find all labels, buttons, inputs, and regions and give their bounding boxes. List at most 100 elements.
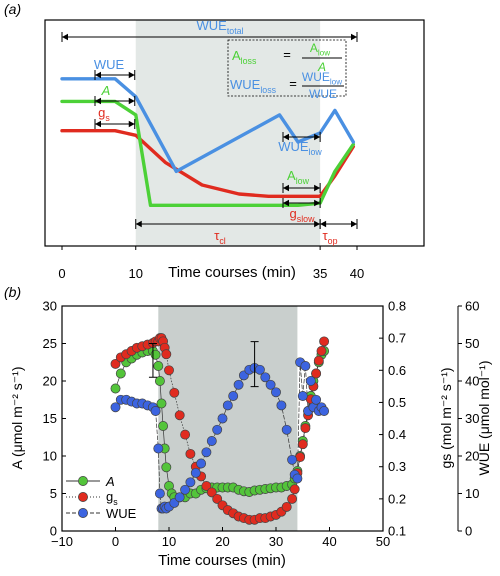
data-point-wue (276, 400, 287, 411)
annotation-wue-total-arrow-head-right (351, 33, 357, 41)
panel-b-x-tick-label: 30 (269, 534, 283, 549)
data-point-wue (154, 488, 165, 499)
panel-b-x-tick-label: 40 (322, 534, 336, 549)
annotation-wue-arrow-head-left (95, 71, 101, 79)
data-point-wue (287, 454, 298, 465)
data-point-wue (260, 372, 271, 383)
data-point-wue (196, 458, 207, 469)
panel-b-y-gs-tick-label: 0.8 (388, 299, 406, 314)
annotation-tau-cl-arrow-head-left (135, 220, 142, 228)
data-point-wue (319, 406, 330, 416)
panel-a: (a) 0 10 35 40 WUEtotal WUE Ags WUElow Alow gslo… (4, 1, 425, 281)
panel-b-y-wue-tick-label: 30 (465, 411, 479, 426)
equation-a-loss-numerator: Alow (310, 41, 330, 58)
data-point-wue (305, 376, 316, 386)
panel-b-y-wue-tick-label: 60 (465, 299, 479, 314)
panel-b-y-gs-tick-label: 0.3 (388, 459, 406, 474)
data-point-gs (289, 484, 300, 495)
annotation-wue-low-arrow-head-right (314, 133, 321, 141)
equation-wue-loss-numerator: WUElow (302, 70, 342, 87)
panel-b-x-tick-label: 10 (162, 534, 176, 549)
data-point-gs (161, 349, 172, 360)
panel-b-y-wue-tick-label: 10 (465, 486, 479, 501)
annotation-gs-low-arrow-head-left (283, 199, 289, 207)
panel-b-marks (110, 333, 330, 525)
panel-a-frame (44, 19, 425, 247)
data-point-wue (201, 447, 212, 458)
annotation-tau-op: τop (323, 228, 338, 246)
equation-box (227, 39, 347, 97)
data-point-a (115, 368, 126, 379)
annotation-a: A (101, 83, 111, 98)
annotation-gs-arrow-head-left (95, 120, 101, 128)
annotation-wue-low-arrow-head-left (283, 133, 289, 141)
data-point-wue (265, 379, 276, 390)
panel-b-y-left-tick-label: 30 (43, 299, 57, 314)
panel-b-y-gs-tick-label: 0.7 (388, 331, 406, 346)
panel-b-y-label-wue: WUE (μmol mol⁻¹) (476, 360, 492, 475)
annotation-tau-op-arrow-head-right (351, 220, 357, 228)
panel-a-x-label: Time courses (min) (168, 264, 296, 281)
panel-b-y-wue-tick-label: 40 (465, 374, 479, 389)
panel-a-lines (60, 77, 355, 207)
data-point-a (153, 361, 164, 371)
data-point-gs (110, 358, 121, 369)
data-point-a (156, 398, 167, 409)
data-point-wue (271, 387, 281, 398)
annotation-gs-arrow-head-right (128, 120, 135, 128)
legend-marker-a (78, 476, 88, 486)
panel-b-y-left-tick-label: 25 (43, 336, 57, 351)
annotation-wue-total-arrow-head-left (62, 33, 68, 41)
series-line-wue (60, 77, 355, 174)
panel-b-y-gs-tick-label: 0.1 (388, 524, 406, 539)
annotation-a-arrow-head-left (95, 97, 101, 105)
legend-label-a: A (105, 474, 115, 489)
panel-b: (b) −10 0 10 20 30 40 500510152025300.10.20.30… (4, 284, 492, 569)
annotation-gs: gs (98, 105, 110, 123)
data-point-wue (217, 413, 228, 424)
annotation-a-arrow-head-right (128, 97, 135, 105)
data-point-wue (300, 361, 311, 371)
data-point-a (154, 376, 165, 386)
annotation-gs-low-arrow-head-right (314, 199, 321, 207)
annotation-tau-op-arrow-head-left (320, 220, 327, 228)
data-point-wue (297, 391, 308, 401)
panel-b-y-left-tick-label: 0 (50, 524, 57, 539)
data-point-wue (174, 492, 185, 503)
equation-wue-loss-lhs: WUEloss (230, 77, 277, 95)
annotation-a-low: Alow (287, 168, 310, 186)
data-point-gs (180, 429, 191, 440)
data-point-wue (292, 473, 303, 484)
annotation-wue: WUE (94, 57, 125, 72)
panel-b-y-wue-tick-label: 50 (465, 336, 479, 351)
panel-a-annotations: WUEtotal WUE Ags WUElow Alow gslow τcl τop Aloss… (61, 18, 358, 246)
panel-b-label: (b) (4, 284, 21, 300)
panel-b-y-wue-tick-label: 20 (465, 449, 479, 464)
data-point-gs (297, 439, 308, 450)
series-line-a (60, 99, 355, 207)
data-point-wue (254, 364, 265, 375)
data-point-gs (319, 336, 330, 347)
data-point-gs (206, 487, 217, 498)
data-point-wue (110, 402, 121, 413)
data-point-a (161, 462, 172, 473)
equation-a-loss-lhs: Aloss (232, 48, 257, 66)
equation-wue-loss-denominator: WUE (309, 87, 337, 101)
panel-a-x-tick-label: 10 (129, 266, 143, 281)
panel-b-y-left-tick-label: 10 (43, 449, 57, 464)
data-point-wue (281, 424, 292, 435)
panel-b-x-tick-label: 20 (215, 534, 229, 549)
panel-b-y-left-tick-label: 5 (50, 486, 57, 501)
panel-b-y-gs-tick-label: 0.2 (388, 491, 406, 506)
data-point-gs (169, 387, 180, 398)
data-point-wue (153, 443, 164, 454)
annotation-tau-cl: τcl (214, 228, 226, 246)
data-point-a (110, 383, 121, 394)
panel-a-x-ticks: 0 10 35 40 (58, 246, 364, 281)
data-point-gs (281, 501, 292, 512)
panel-b-x-tick-label: 50 (376, 534, 390, 549)
equation-a-loss-denominator: A (317, 60, 326, 74)
legend-label-gs: gs (106, 489, 118, 507)
